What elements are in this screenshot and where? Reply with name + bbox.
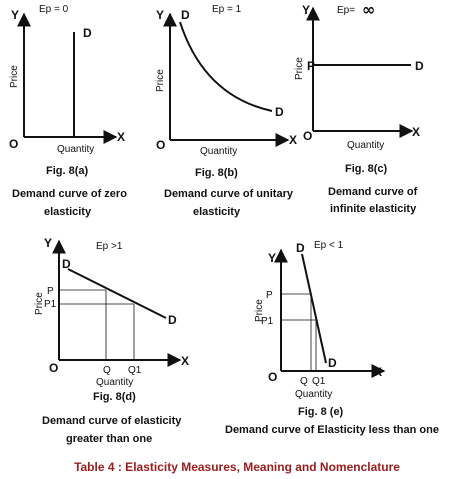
panel-d: Y X O Ep >1 D D P P1 Q Q1 Price Quantity… — [34, 236, 189, 445]
panel-b-caption-line2: elasticity — [193, 206, 241, 218]
panel-b-demand-curve — [179, 21, 273, 112]
panel-d-caption-line1: Demand curve of elasticity — [42, 415, 182, 427]
panel-e-d-top: D — [296, 241, 305, 255]
panel-a-caption-line1: Demand curve of zero — [12, 188, 127, 200]
panel-b-y-label: Y — [156, 8, 164, 22]
panel-c-y-label: Y — [302, 3, 310, 17]
panel-a: Y X O Ep = 0 D Price Quantity Fig. 8(a) … — [9, 4, 127, 218]
panel-b-ep: Ep = 1 — [212, 4, 242, 15]
panel-b-d-bottom: D — [275, 105, 284, 119]
panel-e-demand-curve — [301, 253, 327, 364]
panel-e-q1-label: Q1 — [312, 376, 326, 387]
panel-e-fig-label: Fig. 8 (e) — [298, 406, 344, 418]
panel-e-caption: Demand curve of Elasticity less than one — [225, 424, 439, 436]
panel-c: Y X O Ep= ∞ P D Price Quantity Fig. 8(c)… — [294, 0, 424, 215]
panel-e-origin: O — [268, 370, 277, 384]
panel-c-caption-line2: infinite elasticity — [330, 203, 417, 215]
panel-c-caption-line1: Demand curve of — [328, 186, 418, 198]
panel-d-d-top: D — [62, 257, 71, 271]
panel-a-caption-line2: elasticity — [44, 206, 92, 218]
panel-a-origin: O — [9, 137, 18, 151]
panel-a-price-label: Price — [9, 65, 20, 88]
panel-a-fig-label: Fig. 8(a) — [46, 165, 89, 177]
panel-c-origin: O — [303, 129, 312, 143]
panel-d-y-label: Y — [44, 236, 52, 250]
panel-e-p1-label: P1 — [261, 316, 274, 327]
panel-e-ep: Ep < 1 — [314, 240, 344, 251]
panel-c-quantity-label: Quantity — [347, 140, 384, 151]
panel-b-x-label: X — [289, 133, 297, 147]
table-caption: Table 4 : Elasticity Measures, Meaning a… — [74, 460, 400, 474]
panel-e-y-label: Y — [268, 251, 276, 265]
panel-a-quantity-label: Quantity — [57, 144, 94, 155]
panel-d-p1-label: P1 — [44, 299, 57, 310]
panel-c-infinity-symbol: ∞ — [362, 0, 375, 19]
panel-a-ep: Ep = 0 — [39, 4, 69, 15]
panel-e-p-label: P — [266, 290, 273, 301]
panel-d-price-label: Price — [34, 292, 45, 315]
panel-d-d-bottom: D — [168, 313, 177, 327]
panel-c-fig-label: Fig. 8(c) — [345, 163, 388, 175]
panel-b-fig-label: Fig. 8(b) — [195, 167, 238, 179]
panel-a-y-label: Y — [11, 8, 19, 22]
panel-e-q-label: Q — [300, 376, 308, 387]
panel-d-p-label: P — [47, 286, 54, 297]
panel-d-demand-curve — [67, 268, 167, 319]
panel-c-ep: Ep= — [337, 5, 355, 16]
panel-c-price-label: Price — [294, 57, 305, 80]
panel-d-q1-label: Q1 — [128, 365, 142, 376]
panel-d-quantity-label: Quantity — [96, 377, 133, 388]
panel-c-d-label: D — [415, 59, 424, 73]
panel-e-d-bottom: D — [328, 356, 337, 370]
panel-b-quantity-label: Quantity — [200, 146, 237, 157]
panel-b-price-label: Price — [155, 69, 166, 92]
panel-b: Y X O Ep = 1 D D Price Quantity Fig. 8(b… — [155, 4, 297, 218]
panel-d-x-label: X — [181, 354, 189, 368]
panel-b-origin: O — [156, 138, 165, 152]
panel-d-fig-label: Fig. 8(d) — [93, 391, 136, 403]
panel-a-d-label: D — [83, 26, 92, 40]
panel-b-d-top: D — [181, 8, 190, 22]
panel-e-price-label: Price — [254, 299, 265, 322]
panel-d-ep: Ep >1 — [96, 241, 123, 252]
panel-e: Y X O Ep < 1 D D P P1 Q Q1 Price Quantit… — [225, 240, 439, 436]
panel-d-q-label: Q — [103, 365, 111, 376]
panel-e-quantity-label: Quantity — [295, 389, 332, 400]
panel-b-caption-line1: Demand curve of unitary — [164, 188, 294, 200]
panel-e-x-label: X — [374, 365, 382, 379]
panel-d-origin: O — [49, 361, 58, 375]
panel-d-caption-line2: greater than one — [66, 433, 152, 445]
panel-a-x-label: X — [117, 130, 125, 144]
panel-c-p-label: P — [307, 59, 315, 73]
panel-c-x-label: X — [412, 125, 420, 139]
